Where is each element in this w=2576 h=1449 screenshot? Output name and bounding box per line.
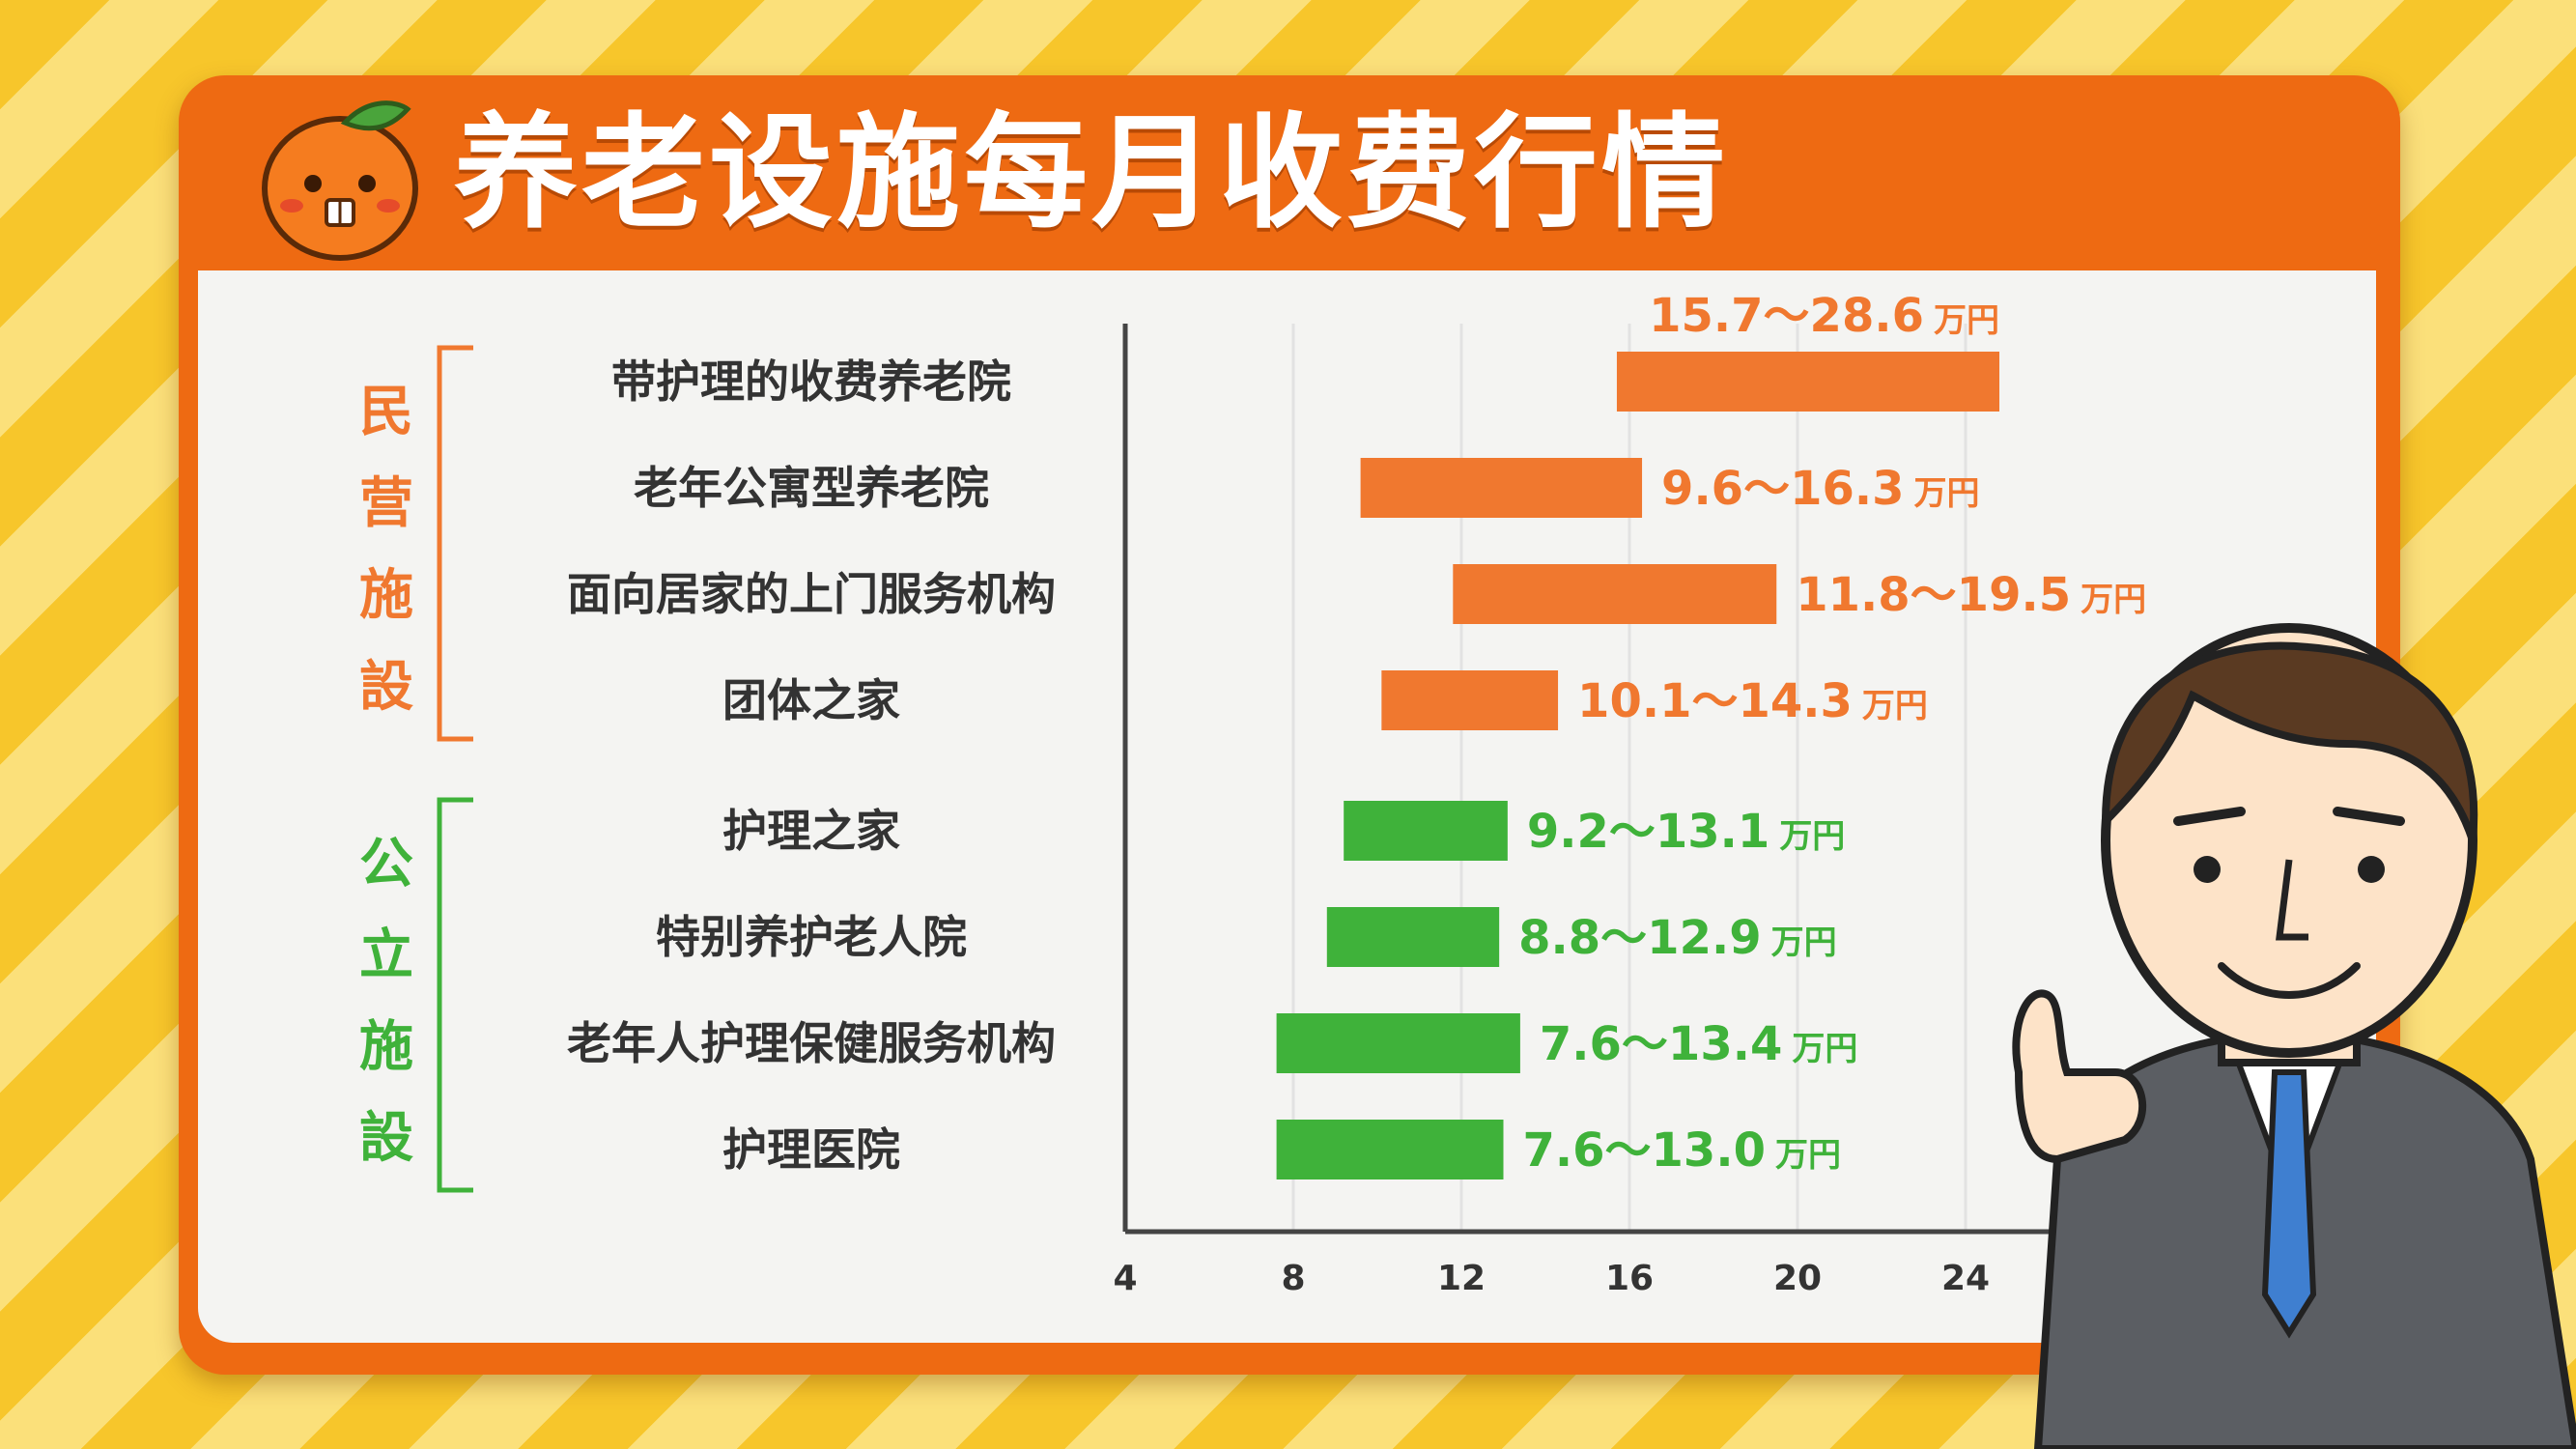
group-bracket: [437, 345, 473, 742]
range-bar: [1344, 801, 1508, 861]
range-bar: [1276, 1120, 1504, 1179]
orange-mascot-icon: [262, 100, 418, 261]
value-label: 7.6～13.4 万円: [1540, 1017, 1857, 1071]
x-tick-label: 24: [1941, 1259, 1990, 1298]
category-label: 护理医院: [722, 1123, 900, 1176]
range-bar: [1326, 907, 1500, 967]
category-label: 老年人护理保健服务机构: [567, 1017, 1056, 1069]
category-label: 特别养护老人院: [656, 911, 967, 963]
range-bar: [1453, 564, 1777, 624]
value-label: 8.8～12.9 万円: [1518, 911, 1836, 965]
x-tick-label: 4: [1113, 1259, 1137, 1298]
x-tick-label: 16: [1605, 1259, 1654, 1298]
value-label: 9.6～16.3 万円: [1661, 462, 1979, 516]
value-label: 10.1～14.3 万円: [1577, 674, 1928, 728]
value-label: 7.6～13.0 万円: [1523, 1123, 1841, 1178]
group-label: 公立施設: [359, 833, 413, 1170]
page-title: 养老设施每月收费行情: [454, 101, 1730, 245]
category-label: 团体之家: [722, 674, 900, 726]
category-label: 护理之家: [722, 805, 900, 857]
x-tick-label: 20: [1773, 1259, 1822, 1298]
category-label: 老年公寓型养老院: [634, 462, 989, 514]
range-bar: [1381, 670, 1559, 730]
category-label: 面向居家的上门服务机构: [567, 568, 1056, 620]
businessman-illustration: [2012, 623, 2576, 1449]
range-bar: [1276, 1013, 1520, 1073]
value-label: 9.2～13.1 万円: [1527, 805, 1845, 859]
group-label: 民营施設: [359, 381, 413, 719]
value-label: 11.8～19.5 万円: [1796, 568, 2146, 622]
category-label: 带护理的收费养老院: [611, 355, 1011, 408]
x-tick-label: 8: [1281, 1259, 1305, 1298]
range-bar: [1360, 458, 1643, 518]
range-bar: [1616, 352, 1999, 412]
x-tick-label: 12: [1437, 1259, 1486, 1298]
group-bracket: [437, 797, 473, 1193]
value-label: 15.7～28.6 万円: [1649, 289, 1999, 343]
